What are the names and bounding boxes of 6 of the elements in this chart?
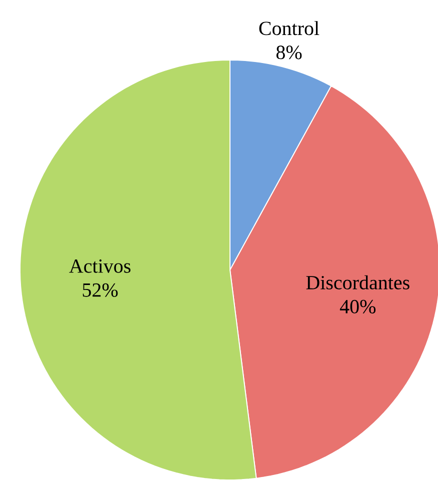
slice-label: Discordantes	[306, 275, 410, 290]
data-label: 52%	[82, 283, 118, 297]
slice-label: Control	[259, 21, 320, 36]
data-label: 40%	[340, 300, 376, 314]
slice-label: Activos	[69, 259, 130, 273]
data-label: 8%	[276, 46, 302, 60]
